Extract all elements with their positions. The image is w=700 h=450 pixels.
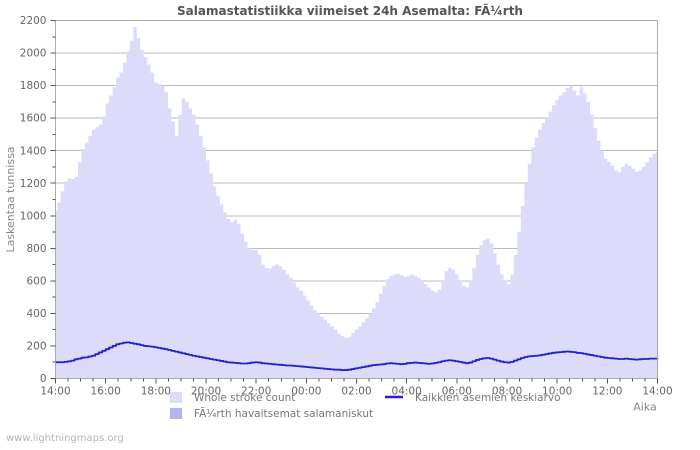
x-tick-label: 10:00 [542,386,572,398]
legend-label: Kaikkien asemien keskiarvo [415,392,561,404]
watermark-label: www.lightningmaps.org [6,433,124,444]
series-line-all-stations-average [54,341,659,371]
x-tick-label: 04:00 [392,386,422,398]
legend-item: Kaikkien asemien keskiarvo [385,392,561,404]
y-tick-label: 400 [26,308,46,320]
legend-label: Whole stroke count [194,392,295,404]
legend-item: Whole stroke count [170,392,295,404]
x-tick-label: 14:00 [40,386,70,398]
legend-swatch [170,392,182,403]
x-tick-label: 14:00 [642,386,672,398]
x-axis-ticks: 14:00 16:00 18:00 20:00 22:00 00:00 02:00 04:00… [40,378,673,398]
legend-swatch [170,408,182,419]
x-axis-title: Aika [633,401,657,414]
x-tick-label: 06:00 [442,386,472,398]
x-tick-label: 12:00 [592,386,622,398]
x-tick-label: 00:00 [291,386,321,398]
y-tick-label: 1800 [20,80,47,92]
chart-title: Salamastatistiikka viimeiset 24h Asemalt… [177,4,523,18]
y-tick-label: 2200 [20,15,47,27]
x-tick-label: 08:00 [492,386,522,398]
y-tick-label: 1200 [20,178,47,190]
y-tick-label: 200 [26,341,46,353]
x-tick-label: 16:00 [91,386,121,398]
y-axis-title: Laskentaa tunnissa [4,146,17,252]
y-tick-label: 800 [26,243,46,255]
y-axis-ticks: 0 200 400 600 800 1000 1200 1400 1600 1800 2000 220… [20,15,56,385]
y-tick-label: 1400 [20,145,47,157]
y-tick-label: 600 [26,275,46,287]
y-tick-label: 1600 [20,113,47,125]
y-tick-label: 1000 [20,210,47,222]
x-tick-label: 18:00 [141,386,171,398]
x-tick-label: 22:00 [241,386,271,398]
legend-item: FÃ¼rth havaitsemat salamaniskut [170,407,373,420]
legend-label: FÃ¼rth havaitsemat salamaniskut [194,407,373,420]
chart-legend: Whole stroke count Kaikkien asemien keski… [170,392,561,420]
series-area-whole-stroke-count [55,27,658,379]
y-tick-label: 0 [40,373,47,385]
x-tick-label: 02:00 [341,386,371,398]
y-tick-label: 2000 [20,48,47,60]
x-tick-label: 20:00 [191,386,221,398]
